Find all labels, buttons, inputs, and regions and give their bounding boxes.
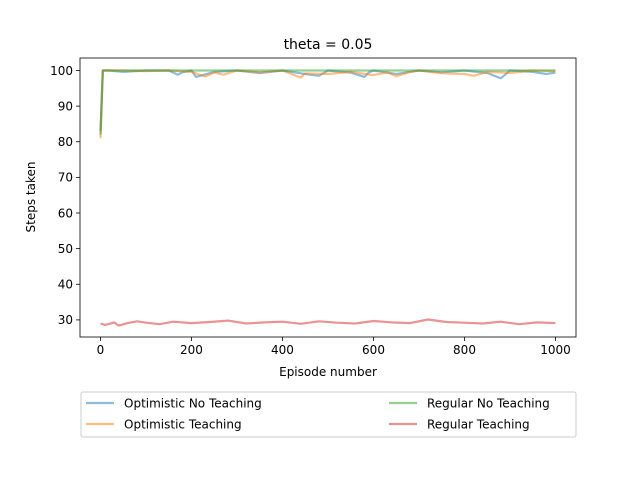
legend-label: Regular Teaching: [427, 418, 530, 432]
series-line-3: [99, 69, 556, 135]
y-tick-label: 90: [58, 99, 73, 113]
x-tick-label: 400: [271, 343, 294, 357]
y-tick-label: 60: [58, 206, 73, 220]
legend-box: [80, 391, 577, 438]
y-tick-label: 70: [58, 171, 73, 185]
y-tick-label: 80: [58, 135, 73, 149]
y-axis-ticks: 30 40 50 60 70 80 90 100: [50, 64, 80, 327]
chart-title: theta = 0.05: [284, 37, 373, 53]
series-line-1: [99, 69, 556, 132]
x-axis-ticks: 0 200 400 600 800 1000: [97, 337, 571, 357]
x-tick-label: 200: [180, 343, 203, 357]
y-tick-label: 40: [58, 278, 73, 292]
x-tick-label: 1000: [540, 343, 571, 357]
legend: Optimistic No Teaching Optimistic Teachin…: [80, 391, 577, 438]
legend-label: Optimistic Teaching: [124, 418, 242, 432]
legend-label: Optimistic No Teaching: [124, 397, 262, 411]
y-axis-label: Steps taken: [24, 162, 38, 233]
x-axis-label: Episode number: [279, 365, 377, 379]
legend-label: Regular No Teaching: [427, 397, 550, 411]
y-tick-label: 100: [50, 64, 73, 78]
series-line-4: [100, 318, 556, 327]
x-tick-label: 800: [453, 343, 476, 357]
y-tick-label: 50: [58, 242, 73, 256]
series-line-2: [99, 69, 556, 139]
series-layer: [99, 69, 556, 327]
plot-area: [79, 57, 577, 338]
y-tick-label: 30: [58, 313, 73, 327]
x-tick-label: 600: [362, 343, 385, 357]
x-tick-label: 0: [97, 343, 105, 357]
